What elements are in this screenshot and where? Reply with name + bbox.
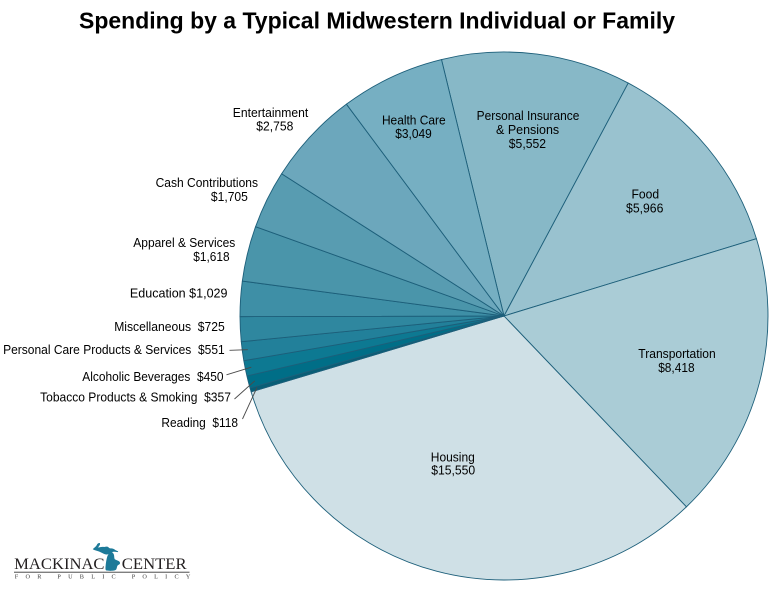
svg-text:Tobacco Products & Smoking $3: Tobacco Products & Smoking $357 [40,390,231,405]
svg-text:& Pensions: & Pensions [496,122,559,137]
svg-text:$1,705: $1,705 [211,189,248,204]
svg-text:$8,418: $8,418 [658,360,694,375]
svg-text:$3,049: $3,049 [395,126,432,141]
svg-text:Entertainment: Entertainment [233,105,309,120]
svg-text:FOR PUBLIC POLICY: FOR PUBLIC POLICY [15,574,191,581]
svg-text:Miscellaneous $725: Miscellaneous $725 [114,319,225,334]
svg-text:$2,758: $2,758 [256,119,293,134]
svg-text:CENTER: CENTER [122,555,187,573]
svg-text:Food: Food [631,187,659,202]
svg-text:Apparel & Services: Apparel & Services [133,235,235,250]
svg-text:Education $1,029: Education $1,029 [130,285,228,300]
svg-text:Personal Insurance: Personal Insurance [477,108,580,123]
svg-text:Spending by a Typical Midweste: Spending by a Typical Midwestern Individ… [79,8,675,34]
svg-text:Transportation: Transportation [638,346,715,361]
svg-text:MACKINAC: MACKINAC [14,555,104,573]
svg-text:Alcoholic Beverages $450: Alcoholic Beverages $450 [82,369,223,384]
svg-text:Health Care: Health Care [382,113,446,128]
svg-text:$15,550: $15,550 [431,463,475,478]
svg-text:$5,966: $5,966 [626,201,663,216]
svg-text:Personal Care Products & Servi: Personal Care Products & Services $551 [3,342,225,357]
svg-text:Cash Contributions: Cash Contributions [156,175,259,190]
svg-text:Reading $118: Reading $118 [161,415,238,430]
svg-text:$5,552: $5,552 [509,136,546,151]
svg-text:Housing: Housing [431,449,475,464]
svg-text:$1,618: $1,618 [193,249,229,264]
